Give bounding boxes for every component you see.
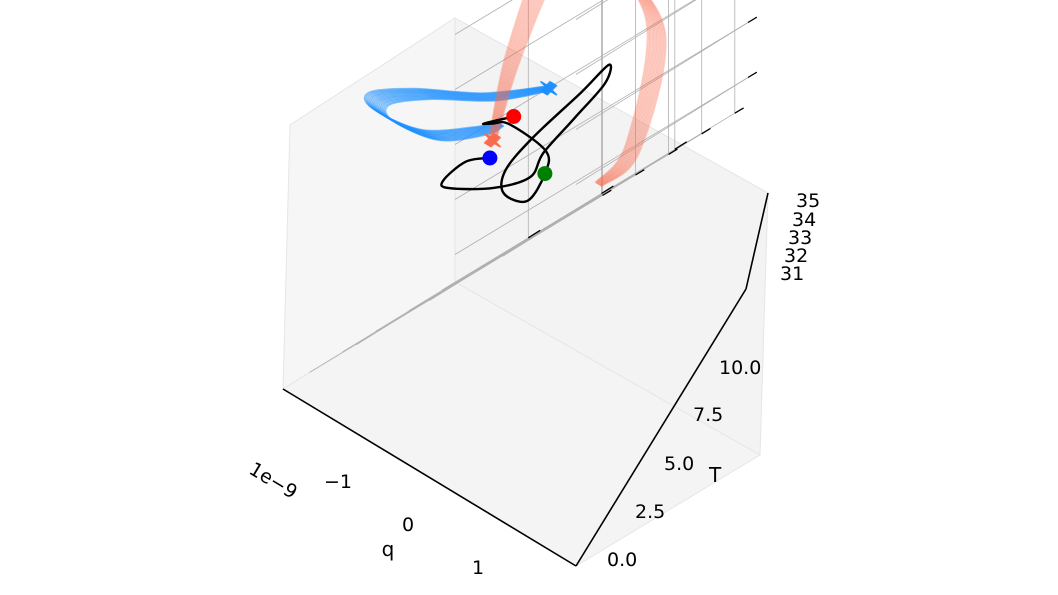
T-tick-mark xyxy=(734,107,744,114)
q-tick-label: 1 xyxy=(472,557,484,579)
trajectory-line xyxy=(488,0,650,184)
q-tick-mark xyxy=(527,229,541,239)
T-tick-mark xyxy=(635,169,645,176)
trajectory-line xyxy=(492,0,660,186)
trajectories xyxy=(363,0,667,204)
grid-line xyxy=(454,0,513,35)
trajectory-line xyxy=(490,0,656,185)
grid-line xyxy=(454,77,749,255)
grid-line xyxy=(454,0,695,145)
T-tick-mark xyxy=(668,148,678,155)
z-tick-label: 35 xyxy=(796,190,820,212)
trajectory-line xyxy=(440,63,613,204)
z-tick-label: 34 xyxy=(792,209,816,231)
T-tick-label: 0.0 xyxy=(607,549,637,571)
trajectory-line xyxy=(490,0,654,185)
end-marker xyxy=(490,136,502,148)
chart-panes xyxy=(282,17,769,567)
grid-lines xyxy=(309,0,749,373)
trajectory-line xyxy=(492,0,661,186)
q-axis-label: q xyxy=(382,537,395,561)
trajectory-line xyxy=(494,0,667,187)
q-tick-label: 0 xyxy=(402,514,414,536)
grid-line xyxy=(575,0,697,75)
trajectory-line xyxy=(491,0,659,186)
q-axis-line xyxy=(282,388,577,567)
axis-lines xyxy=(282,192,769,567)
point-marker xyxy=(482,150,498,166)
T-tick-label: 10.0 xyxy=(719,357,761,379)
trajectory-line xyxy=(384,89,553,142)
end-marker xyxy=(546,84,558,96)
grid-line xyxy=(408,133,702,312)
T-tick-mark xyxy=(602,189,612,197)
grid-line xyxy=(454,22,749,200)
z-tick-label: 32 xyxy=(784,245,808,267)
T-axis-label: T xyxy=(708,463,722,487)
grid-line xyxy=(575,22,749,130)
T-axis-line xyxy=(575,288,747,567)
T-tick-label: 7.5 xyxy=(693,404,723,426)
q-tick-mark xyxy=(601,185,614,195)
z-tick-label: 31 xyxy=(780,263,804,285)
q-tick-label: −1 xyxy=(324,471,352,493)
grid-line xyxy=(342,174,636,353)
trajectory-line xyxy=(494,0,666,187)
trajectory-line xyxy=(493,0,663,186)
T-tick-labels: 0.0 2.5 5.0 7.5 10.0 T xyxy=(607,357,761,571)
T-tick-label: 2.5 xyxy=(635,501,665,523)
q-offset-text: 1e−9 xyxy=(245,458,301,504)
q-tick-mark xyxy=(674,141,688,150)
point-marker xyxy=(506,109,522,124)
grid-line xyxy=(575,77,749,185)
trajectory-line xyxy=(491,0,657,185)
trajectory-line xyxy=(488,0,649,183)
grid-line xyxy=(454,0,604,90)
grid-line xyxy=(309,195,603,373)
z-tick-mark xyxy=(747,71,758,79)
z-tick-label: 33 xyxy=(788,227,812,249)
T-tick-label: 5.0 xyxy=(664,453,694,475)
axis-ticks xyxy=(527,16,758,239)
z-axis-line xyxy=(745,192,769,290)
trajectory-line xyxy=(493,0,664,187)
T-tick-mark xyxy=(701,127,711,135)
grid-line xyxy=(575,0,609,20)
trajectory-line xyxy=(489,0,651,184)
z-tick-mark xyxy=(747,16,758,24)
trajectory-line xyxy=(489,0,653,184)
z-tick-labels: 31 32 33 34 35 xyxy=(780,190,820,285)
point-marker xyxy=(537,166,553,182)
grid-line xyxy=(375,154,669,332)
markers xyxy=(482,109,553,182)
